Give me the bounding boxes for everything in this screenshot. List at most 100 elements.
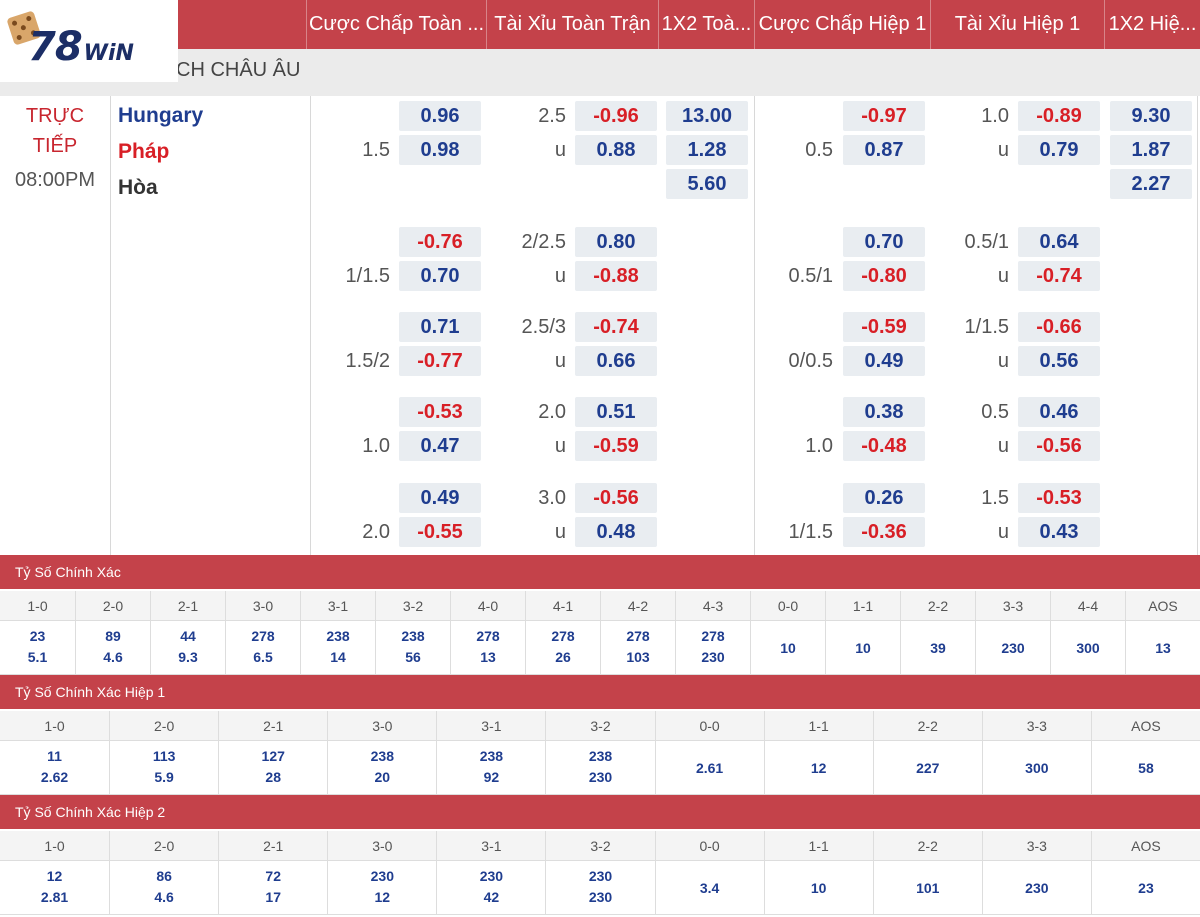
score-odds-home[interactable]: 278 <box>626 628 650 644</box>
score-odds-home[interactable]: 238 <box>370 748 394 764</box>
odds-button[interactable]: 0.66 <box>575 346 657 376</box>
odds-button[interactable]: -0.56 <box>1018 431 1100 461</box>
score-odds-away[interactable]: 92 <box>483 769 500 785</box>
score-odds-home[interactable]: 12 <box>46 868 63 884</box>
odds-button[interactable]: 0.98 <box>399 135 481 165</box>
odds-button[interactable]: 9.30 <box>1110 101 1192 131</box>
score-odds-single[interactable]: 10 <box>810 880 827 896</box>
odds-button[interactable]: -0.36 <box>843 517 925 547</box>
score-odds-single[interactable]: 300 <box>1076 640 1100 656</box>
odds-button[interactable]: 0.64 <box>1018 227 1100 257</box>
score-odds-home[interactable]: 72 <box>265 868 281 884</box>
score-odds-cell[interactable]: 238 14 <box>300 621 375 675</box>
score-odds-home[interactable]: 278 <box>251 628 275 644</box>
score-odds-cell[interactable]: 127 28 <box>218 741 327 795</box>
odds-button[interactable]: -0.89 <box>1018 101 1100 131</box>
odds-button[interactable]: -0.56 <box>575 483 657 513</box>
score-odds-home[interactable]: 238 <box>588 748 613 764</box>
score-odds-single[interactable]: 39 <box>930 640 946 656</box>
score-odds-single[interactable]: 12 <box>810 760 827 776</box>
score-odds-cell[interactable]: 300 <box>1050 621 1125 675</box>
odds-button[interactable]: 2.27 <box>1110 169 1192 199</box>
odds-button[interactable]: -0.74 <box>575 312 657 342</box>
score-odds-home[interactable]: 238 <box>401 628 425 644</box>
score-odds-cell[interactable]: 238 92 <box>436 741 545 795</box>
score-odds-cell[interactable]: 101 <box>872 861 982 915</box>
score-odds-home[interactable]: 230 <box>588 868 613 884</box>
score-odds-single[interactable]: 2.61 <box>695 760 724 776</box>
score-odds-single[interactable]: 10 <box>780 640 796 656</box>
score-odds-away[interactable]: 2.81 <box>40 889 69 905</box>
score-odds-cell[interactable]: 278 230 <box>675 621 750 675</box>
odds-button[interactable]: 0.47 <box>399 431 481 461</box>
score-odds-cell[interactable]: 227 <box>872 741 982 795</box>
score-odds-cell[interactable]: 23 <box>1090 861 1200 915</box>
score-odds-away[interactable]: 230 <box>588 769 613 785</box>
odds-button[interactable]: -0.66 <box>1018 312 1100 342</box>
odds-button[interactable]: -0.80 <box>843 261 925 291</box>
score-odds-cell[interactable]: 12 2.81 <box>0 861 109 915</box>
score-odds-cell[interactable]: 238 56 <box>375 621 450 675</box>
score-odds-cell[interactable]: 230 12 <box>327 861 436 915</box>
score-odds-away[interactable]: 6.5 <box>253 649 273 665</box>
score-odds-single[interactable]: 101 <box>916 880 940 896</box>
score-odds-cell[interactable]: 230 42 <box>436 861 545 915</box>
score-odds-cell[interactable]: 238 20 <box>327 741 436 795</box>
score-odds-cell[interactable]: 230 230 <box>545 861 654 915</box>
score-odds-single[interactable]: 230 <box>1001 640 1025 656</box>
score-odds-cell[interactable]: 89 4.6 <box>75 621 150 675</box>
score-odds-cell[interactable]: 13 <box>1125 621 1200 675</box>
score-odds-single[interactable]: 230 <box>1025 880 1049 896</box>
score-odds-home[interactable]: 44 <box>180 628 196 644</box>
odds-button[interactable]: -0.96 <box>575 101 657 131</box>
score-odds-cell[interactable]: 300 <box>981 741 1091 795</box>
score-odds-home[interactable]: 238 <box>326 628 350 644</box>
score-odds-single[interactable]: 23 <box>1138 880 1154 896</box>
odds-button[interactable]: -0.53 <box>399 397 481 427</box>
tab-h1-handicap[interactable]: Cược Chấp Hiệp 1 <box>754 0 930 49</box>
score-odds-cell[interactable]: 23 5.1 <box>0 621 75 675</box>
odds-button[interactable]: -0.76 <box>399 227 481 257</box>
score-odds-away[interactable]: 56 <box>405 649 421 665</box>
odds-button[interactable]: 0.96 <box>399 101 481 131</box>
score-odds-single[interactable]: 13 <box>1155 640 1171 656</box>
score-odds-away[interactable]: 4.6 <box>103 649 123 665</box>
odds-button[interactable]: 0.26 <box>843 483 925 513</box>
score-odds-away[interactable]: 12 <box>374 889 391 905</box>
odds-button[interactable]: 0.51 <box>575 397 657 427</box>
score-odds-cell[interactable]: 10 <box>763 861 873 915</box>
odds-button[interactable]: 0.38 <box>843 397 925 427</box>
tab-h1-over-under[interactable]: Tài Xỉu Hiệp 1 <box>930 0 1104 49</box>
odds-button[interactable]: 0.80 <box>575 227 657 257</box>
score-odds-cell[interactable]: 86 4.6 <box>109 861 218 915</box>
odds-button[interactable]: -0.97 <box>843 101 925 131</box>
score-odds-home[interactable]: 23 <box>29 628 46 644</box>
odds-button[interactable]: 0.48 <box>575 517 657 547</box>
score-odds-cell[interactable]: 11 2.62 <box>0 741 109 795</box>
odds-button[interactable]: -0.77 <box>399 346 481 376</box>
score-odds-away[interactable]: 9.3 <box>178 649 198 665</box>
score-odds-away[interactable]: 13 <box>480 649 496 665</box>
score-odds-home[interactable]: 86 <box>156 868 172 884</box>
score-odds-home[interactable]: 278 <box>476 628 500 644</box>
tab-ft-handicap[interactable]: Cược Chấp Toàn ... <box>306 0 486 49</box>
score-odds-cell[interactable]: 238 230 <box>545 741 654 795</box>
score-odds-cell[interactable]: 44 9.3 <box>150 621 225 675</box>
score-odds-cell[interactable]: 230 <box>975 621 1050 675</box>
score-odds-home[interactable]: 89 <box>105 628 121 644</box>
score-odds-cell[interactable]: 278 26 <box>525 621 600 675</box>
score-odds-cell[interactable]: 39 <box>900 621 975 675</box>
score-odds-home[interactable]: 278 <box>701 628 725 644</box>
odds-button[interactable]: 0.87 <box>843 135 925 165</box>
odds-button[interactable]: 5.60 <box>666 169 748 199</box>
score-odds-away[interactable]: 14 <box>330 649 346 665</box>
odds-button[interactable]: -0.55 <box>399 517 481 547</box>
score-odds-single[interactable]: 10 <box>855 640 871 656</box>
score-odds-cell[interactable]: 278 6.5 <box>225 621 300 675</box>
score-odds-home[interactable]: 11 <box>47 748 62 764</box>
score-odds-away[interactable]: 103 <box>626 649 650 665</box>
score-odds-cell[interactable]: 2.61 <box>654 741 764 795</box>
tab-h1-1x2[interactable]: 1X2 Hiệ... <box>1104 0 1200 49</box>
odds-button[interactable]: 0.88 <box>575 135 657 165</box>
tab-ft-over-under[interactable]: Tài Xỉu Toàn Trận <box>486 0 658 49</box>
